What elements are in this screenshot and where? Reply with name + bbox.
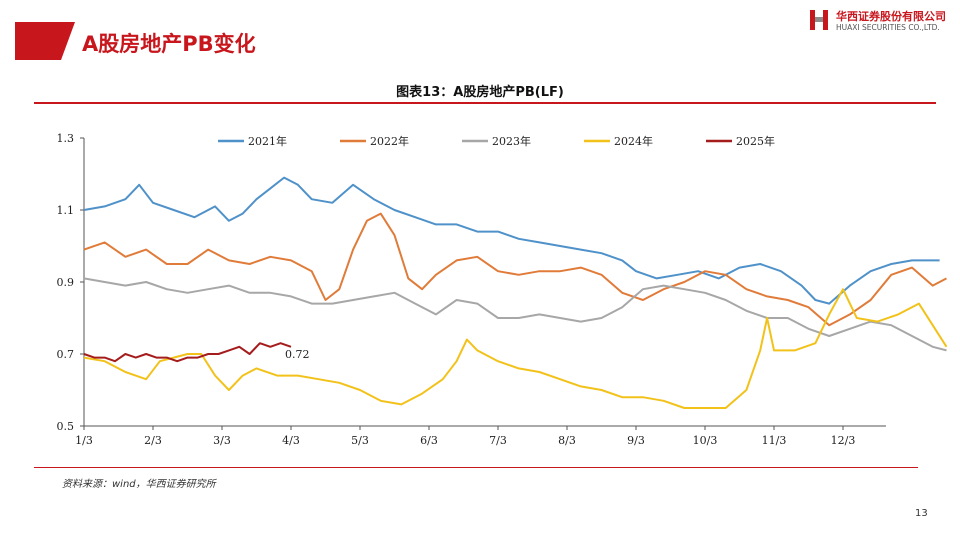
legend-label: 2021年 <box>248 134 287 148</box>
x-tick-label: 12/3 <box>831 434 856 447</box>
series-line-1 <box>83 176 940 305</box>
x-tick-label: 10/3 <box>693 434 718 447</box>
legend-label: 2024年 <box>614 134 653 148</box>
x-tick-label: 7/3 <box>489 434 507 447</box>
series-line-2 <box>83 212 947 327</box>
x-tick-label: 11/3 <box>762 434 787 447</box>
y-tick-label: 1.3 <box>57 132 75 145</box>
figure-title: 图表13：A股房地产PB(LF) <box>396 85 564 100</box>
company-logo: 华西证券股份有限公司 HUAXI SECURITIES CO.,LTD. <box>808 6 948 36</box>
x-tick-label: 4/3 <box>282 434 300 447</box>
source-note: 资料来源：wind，华西证券研究所 <box>62 479 216 490</box>
title-accent-bar <box>15 22 75 60</box>
page-number: 13 <box>915 508 928 519</box>
logo-en-text: HUAXI SECURITIES CO.,LTD. <box>836 23 940 32</box>
x-tick-label: 1/3 <box>75 434 93 447</box>
bottom-divider <box>34 467 918 468</box>
series-line-4 <box>83 288 948 409</box>
x-tick-label: 6/3 <box>420 434 438 447</box>
y-tick-label: 0.5 <box>57 420 75 433</box>
series-line-5 <box>83 342 292 363</box>
annotation-label: 0.72 <box>285 348 310 361</box>
y-tick-label: 0.9 <box>57 276 75 289</box>
y-tick-label: 0.7 <box>57 348 75 361</box>
x-tick-label: 3/3 <box>213 434 231 447</box>
logo-cn-text: 华西证券股份有限公司 <box>836 10 946 23</box>
legend-label: 2023年 <box>492 134 531 148</box>
y-tick-label: 1.1 <box>57 204 75 217</box>
series-line-3 <box>83 277 947 352</box>
legend-label: 2022年 <box>370 134 409 148</box>
page-title: A股房地产PB变化 <box>82 32 256 56</box>
x-tick-label: 5/3 <box>351 434 369 447</box>
huaxi-logo-icon <box>810 10 828 30</box>
x-tick-label: 2/3 <box>144 434 162 447</box>
x-tick-label: 8/3 <box>558 434 576 447</box>
legend-label: 2025年 <box>736 134 775 148</box>
top-divider <box>34 102 936 104</box>
x-tick-label: 9/3 <box>627 434 645 447</box>
